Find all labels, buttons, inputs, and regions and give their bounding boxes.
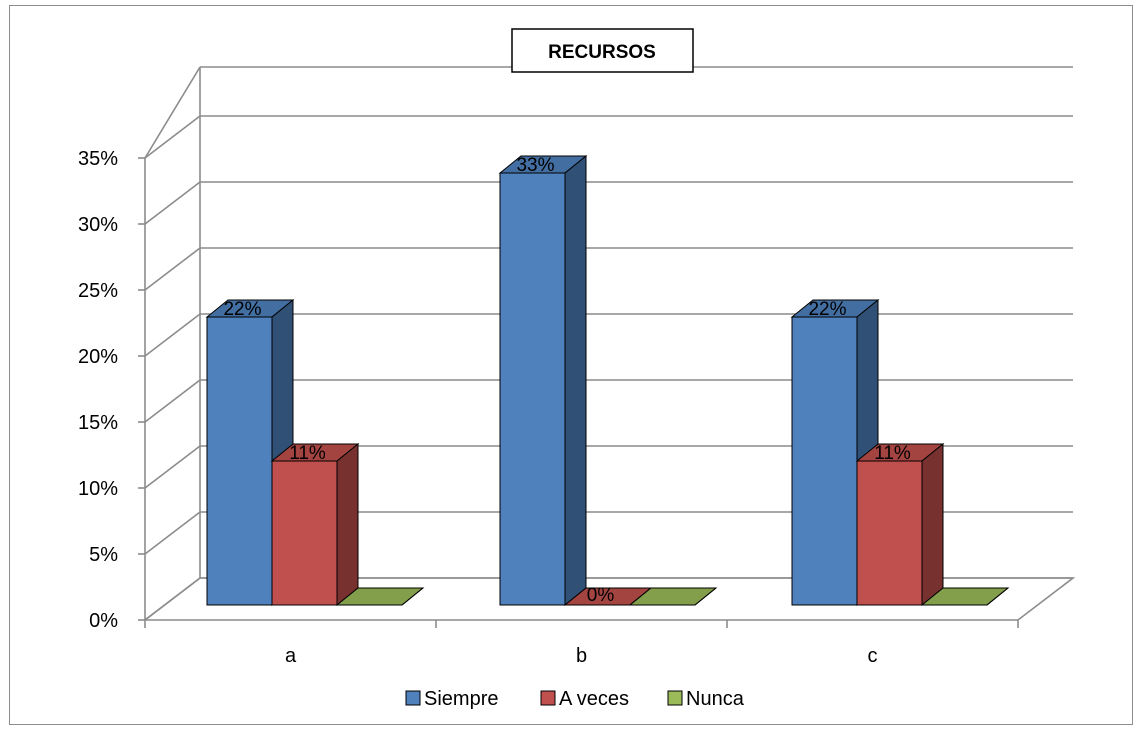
gridline-side	[144, 181, 201, 225]
y-tick-label: 15%	[78, 412, 118, 434]
data-label: 11%	[874, 443, 911, 464]
y-tick-label: 0%	[89, 610, 118, 632]
chart-title-box	[511, 28, 694, 73]
y-tick-label: 5%	[89, 544, 118, 566]
gridline-side	[144, 115, 201, 159]
data-label: 0%	[587, 585, 615, 606]
data-label: 22%	[223, 299, 261, 320]
legend-label: Siempre	[424, 688, 498, 710]
bar-side	[564, 154, 587, 607]
bar-side	[986, 587, 1009, 606]
chart-title: RECURSOS	[548, 42, 656, 63]
category-label: a	[285, 645, 297, 667]
gridline-side	[144, 379, 201, 423]
gridline-side	[144, 313, 201, 357]
legend-label: A veces	[559, 688, 629, 710]
bar-siempre	[791, 316, 858, 606]
data-label: 22%	[808, 299, 846, 320]
y-tick-label: 35%	[78, 148, 118, 170]
bar-siempre	[206, 316, 273, 606]
bar-a-veces	[271, 460, 338, 606]
category-label: b	[576, 645, 587, 667]
bar-a-veces	[856, 460, 923, 606]
gridline-side-top	[144, 66, 201, 159]
y-tick-label: 10%	[78, 478, 118, 500]
data-label: 11%	[289, 443, 326, 464]
bar-side	[921, 442, 944, 607]
data-label: 33%	[516, 155, 554, 176]
bar-side	[336, 442, 359, 607]
legend-swatch	[405, 690, 421, 706]
legend-swatch	[667, 690, 683, 706]
gridline-side	[144, 577, 201, 621]
bar-side	[401, 587, 424, 606]
legend-swatch	[540, 690, 556, 706]
gridline-side	[144, 511, 201, 555]
legend-label: Nunca	[686, 688, 745, 710]
gridline-side	[144, 445, 201, 489]
y-tick-label: 20%	[78, 346, 118, 368]
bar-side	[694, 587, 717, 606]
y-tick-label: 30%	[78, 214, 118, 236]
y-tick-label: 25%	[78, 280, 118, 302]
bar-siempre	[499, 172, 566, 606]
category-label: c	[868, 645, 878, 667]
gridline-side	[144, 247, 201, 291]
